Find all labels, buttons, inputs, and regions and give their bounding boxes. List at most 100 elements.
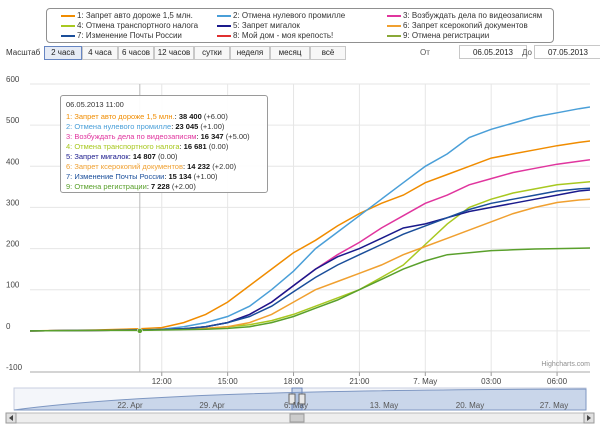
- legend-item[interactable]: 4: Отмена транспортного налога: [61, 21, 198, 31]
- tooltip-value: 38 400: [178, 112, 202, 121]
- tooltip-value: 14 807: [132, 152, 156, 161]
- tooltip-value: 14 232: [187, 162, 211, 171]
- legend-swatch: [61, 24, 75, 27]
- tooltip-series-label: 1: Запрет авто дороже 1,5 млн.: [66, 112, 175, 121]
- zoom-button[interactable]: месяц: [270, 46, 310, 60]
- navigator-label: 6. May: [284, 401, 308, 410]
- y-tick-label: 200: [6, 240, 20, 249]
- legend-item[interactable]: 6: Запрет ксерокопий документов: [387, 21, 528, 31]
- legend-swatch: [387, 24, 401, 27]
- legend-label: 9: Отмена регистрации: [403, 31, 490, 40]
- range-from-label: От: [420, 48, 430, 57]
- y-tick-label: 400: [6, 157, 20, 166]
- zoom-button[interactable]: неделя: [230, 46, 270, 60]
- navigator-label: 27. May: [540, 401, 568, 410]
- tooltip-value: 23 045: [175, 122, 199, 131]
- tooltip-series-label: 5: Запрет мигалок: [66, 152, 129, 161]
- legend-item[interactable]: 8: Мой дом - моя крепость!: [217, 31, 333, 41]
- zoom-button[interactable]: 6 часов: [118, 46, 154, 60]
- credits-link[interactable]: Highcharts.com: [541, 361, 590, 368]
- tooltip-series-label: 4: Отмена транспортного налога: [66, 142, 180, 151]
- tooltip-series-label: 7: Изменение Почты России: [66, 172, 165, 181]
- tooltip-change: (0.00): [157, 152, 178, 161]
- tooltip-header: 06.05.2013 11:00: [66, 100, 124, 109]
- range-to-input[interactable]: [534, 45, 600, 59]
- y-tick-label: 100: [6, 281, 20, 290]
- tooltip-value: 15 134: [168, 172, 192, 181]
- tooltip-row: 9: Отмена регистрации: 7 228 (+2.00): [66, 182, 196, 191]
- x-tick-label: 18:00: [284, 377, 305, 386]
- legend-item[interactable]: 9: Отмена регистрации: [387, 31, 489, 41]
- legend-label: 7: Изменение Почты России: [77, 31, 182, 40]
- legend-swatch: [387, 14, 401, 17]
- zoom-label: Масштаб: [6, 48, 41, 57]
- legend-label: 6: Запрет ксерокопий документов: [403, 21, 528, 30]
- legend-swatch: [217, 34, 231, 37]
- legend-item[interactable]: 3: Возбуждать дела по видеозаписям: [387, 11, 542, 21]
- tooltip-change: (+6.00): [203, 112, 228, 121]
- tooltip-change: (+1.00): [200, 122, 225, 131]
- tooltip-value: 16 347: [200, 132, 224, 141]
- tooltip-row: 3: Возбуждать дела по видеозаписям: 16 3…: [66, 132, 250, 141]
- tooltip-change: (+5.00): [225, 132, 250, 141]
- legend-label: 1: Запрет авто дороже 1,5 млн.: [77, 11, 193, 20]
- range-to-label: До: [522, 48, 532, 57]
- legend-label: 2: Отмена нулевого промилле: [233, 11, 346, 20]
- chevron-left-icon: [9, 415, 13, 421]
- legend-label: 8: Мой дом - моя крепость!: [233, 31, 334, 40]
- tooltip-series-label: 9: Отмена регистрации: [66, 182, 147, 191]
- chevron-right-icon: [587, 415, 591, 421]
- tooltip-value: 7 228: [150, 182, 170, 191]
- legend-item[interactable]: 2: Отмена нулевого промилле: [217, 11, 345, 21]
- tooltip-row: 6: Запрет ксерокопий документов: 14 232 …: [66, 162, 237, 171]
- x-tick-label: 06:00: [547, 377, 568, 386]
- legend-swatch: [217, 24, 231, 27]
- navigator-label: 29. Apr: [199, 401, 225, 410]
- series-line: [30, 140, 590, 332]
- legend-swatch: [387, 34, 401, 37]
- x-tick-label: 15:00: [218, 377, 239, 386]
- navigator-handle[interactable]: [288, 393, 296, 405]
- tooltip-row: 5: Запрет мигалок: 14 807 (0.00): [66, 152, 178, 161]
- legend-swatch: [61, 14, 75, 17]
- y-tick-label: 300: [6, 198, 20, 207]
- tooltip-series-label: 3: Возбуждать дела по видеозаписям: [66, 132, 197, 141]
- tooltip-series-label: 2: Отмена нулевого промилле: [66, 122, 172, 131]
- chart-legend: 1: Запрет авто дороже 1,5 млн. 2: Отмена …: [46, 8, 554, 43]
- legend-label: 4: Отмена транспортного налога: [77, 21, 199, 30]
- zoom-button[interactable]: сутки: [194, 46, 230, 60]
- tooltip-value: 16 681: [183, 142, 207, 151]
- y-tick-label: 0: [6, 322, 11, 331]
- legend-swatch: [217, 14, 231, 17]
- legend-item[interactable]: 7: Изменение Почты России: [61, 31, 182, 41]
- navigator-label: 22. Apr: [117, 401, 143, 410]
- legend-label: 3: Возбуждать дела по видеозаписям: [403, 11, 543, 20]
- legend-item[interactable]: 5: Запрет мигалок: [217, 21, 300, 31]
- x-tick-label: 03:00: [481, 377, 502, 386]
- tooltip-change: (+1.00): [193, 172, 218, 181]
- legend-item[interactable]: 1: Запрет авто дороже 1,5 млн.: [61, 11, 193, 21]
- tooltip-change: (+2.00): [212, 162, 237, 171]
- scrollbar-thumb[interactable]: [289, 413, 305, 423]
- legend-swatch: [61, 34, 75, 37]
- range-from-input[interactable]: [459, 45, 527, 59]
- legend-label: 5: Запрет мигалок: [233, 21, 300, 30]
- tooltip-change: (+2.00): [171, 182, 196, 191]
- navigator-handle[interactable]: [298, 393, 306, 405]
- tooltip-row: 1: Запрет авто дороже 1,5 млн.: 38 400 (…: [66, 112, 228, 121]
- series-group: [30, 106, 590, 332]
- navigator-label: 13. May: [370, 401, 398, 410]
- zoom-button[interactable]: 2 часа: [44, 46, 82, 60]
- tooltip-series-label: 6: Запрет ксерокопий документов: [66, 162, 183, 171]
- tooltip-change: (0.00): [208, 142, 229, 151]
- zoom-button[interactable]: 4 часа: [82, 46, 118, 60]
- chart-tooltip: 06.05.2013 11:00 1: Запрет авто дороже 1…: [60, 95, 268, 193]
- zoom-button[interactable]: 12 часов: [154, 46, 194, 60]
- tooltip-row: 2: Отмена нулевого промилле: 23 045 (+1.…: [66, 122, 225, 131]
- series-line: [30, 106, 590, 332]
- y-tick-label: -100: [6, 363, 23, 372]
- tooltip-row: 7: Изменение Почты России: 15 134 (+1.00…: [66, 172, 218, 181]
- y-tick-label: 600: [6, 75, 20, 84]
- zoom-button[interactable]: всё: [310, 46, 346, 60]
